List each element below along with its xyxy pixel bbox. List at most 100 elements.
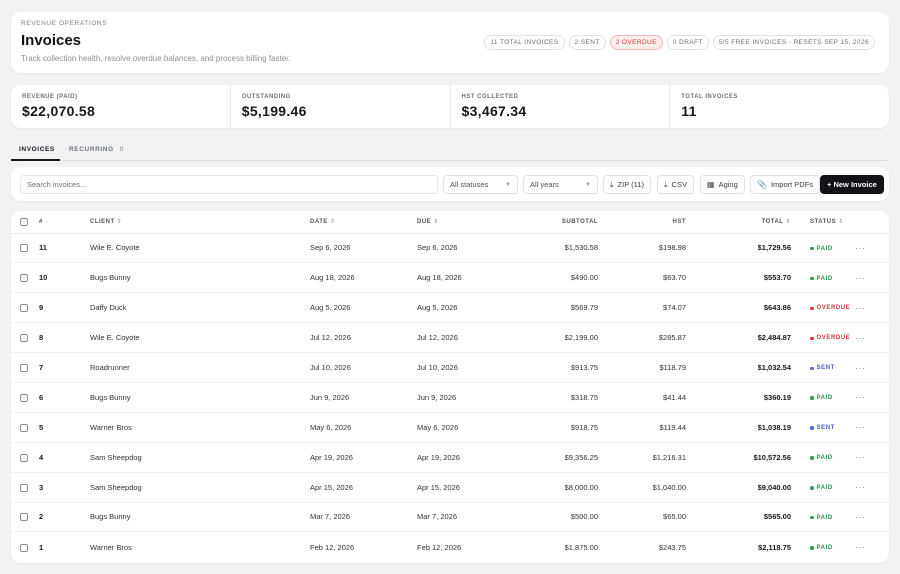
row-select-cell [11,442,39,473]
client-name: Bugs Bunny [90,382,310,413]
actions-cell: ··· [855,442,889,473]
more-options-icon[interactable]: ··· [855,332,866,343]
due-date: Aug 5, 2026 [417,292,517,324]
search-input[interactable] [27,180,431,189]
status-cell: PAID [791,472,855,503]
table-row[interactable]: 5 Warner Bros May 6, 2026 May 6, 2026 $918.7… [11,412,889,443]
actions-cell: ··· [855,382,889,413]
tab-invoices[interactable]: INVOICES [19,146,55,153]
table-row[interactable]: 3 Sam Sheepdog Apr 15, 2026 Apr 15, 2026 $8,… [11,472,889,503]
active-tab-indicator [11,159,60,161]
row-checkbox[interactable] [20,393,28,402]
sort-icon: ⇕ [838,219,844,226]
invoice-number: 11 [39,233,90,264]
more-options-icon[interactable]: ··· [855,302,866,313]
row-select-cell [11,412,39,443]
import-pdfs-button[interactable]: 📎 Import PDFs [750,175,821,194]
invoice-date: Aug 18, 2026 [310,262,417,294]
actions-cell: ··· [855,532,889,562]
more-options-icon[interactable]: ··· [855,482,866,493]
total-invoices-badge: 11 TOTAL INVOICES [484,35,565,50]
sent-badge: 2 SENT [568,35,606,50]
more-options-icon[interactable]: ··· [855,392,866,403]
row-checkbox[interactable] [20,244,28,253]
status-cell: PAID [791,262,855,294]
column-header-date[interactable]: DATE ⇕ [310,211,417,234]
row-checkbox[interactable] [20,483,28,492]
total-amount: $9,040.00 [686,472,791,503]
stat-value: 11 [681,103,697,119]
due-date: Aug 18, 2026 [417,262,517,294]
due-date: Jul 10, 2026 [417,352,517,383]
client-name: Bugs Bunny [90,262,310,294]
row-checkbox[interactable] [20,423,28,432]
more-options-icon[interactable]: ··· [855,422,866,433]
status-dot-icon [810,366,814,370]
row-select-cell [11,382,39,413]
import-label: Import PDFs [770,180,814,189]
column-header-status[interactable]: STATUS ⇕ [791,211,855,234]
row-select-cell [11,352,39,383]
row-checkbox[interactable] [20,453,28,462]
status-dot-icon [810,276,814,281]
invoice-number: 3 [39,472,90,503]
zip-download-button[interactable]: ⤓ ZIP (11) [603,175,651,194]
invoices-table: # ↓ CLIENT ⇕ DATE ⇕ DUE ⇕ SUBTOTAL HST TOTAL… [11,211,889,562]
row-select-cell [11,322,39,354]
row-checkbox[interactable] [20,274,28,283]
more-options-icon[interactable]: ··· [855,242,866,253]
invoice-date: Jun 9, 2026 [310,382,417,413]
table-row[interactable]: 4 Sam Sheepdog Apr 19, 2026 Apr 19, 2026 $9,… [11,442,889,473]
subtotal-amount: $913.75 [517,352,598,383]
column-header-client[interactable]: CLIENT ⇕ [90,211,310,234]
new-invoice-button[interactable]: + New Invoice [820,175,884,194]
select-all-checkbox[interactable] [20,217,28,226]
invoice-date: Feb 12, 2026 [310,542,355,552]
actions-cell: ··· [855,352,889,383]
table-row[interactable]: 11 Wile E. Coyote Sep 6, 2026 Sep 6, 2026 $1… [11,233,889,264]
tab-recurring[interactable]: RECURRING 0 [69,146,124,153]
year-filter-select[interactable]: All years ▼ [523,175,598,194]
table-row[interactable]: 1 Warner Bros Feb 12, 2026 Feb 12, 2026 $1,8… [11,532,889,562]
csv-export-button[interactable]: ⤓ CSV [657,175,694,194]
client-name: Daffy Duck [90,292,310,324]
column-header-total[interactable]: TOTAL ⇕ [686,211,791,234]
more-options-icon[interactable]: ··· [855,542,866,553]
more-options-icon[interactable]: ··· [855,362,866,373]
page-header: REVENUE OPERATIONS Invoices Track collec… [11,12,889,73]
subtotal-amount: $1,875.00 [564,542,598,552]
stat-value: $5,199.46 [241,103,307,119]
row-checkbox[interactable] [20,304,28,313]
table-row[interactable]: 7 Roadrunner Jul 10, 2026 Jul 10, 2026 $913.… [11,352,889,383]
table-row[interactable]: 8 Wile E. Coyote Jul 12, 2026 Jul 12, 2026 $… [11,322,889,354]
sort-icon: ⇕ [785,219,791,226]
table-row[interactable]: 9 Daffy Duck Aug 5, 2026 Aug 5, 2026 $569.79… [11,292,889,324]
status-filter-value: All statuses [450,180,489,189]
row-checkbox[interactable] [20,513,28,522]
table-row[interactable]: 10 Bugs Bunny Aug 18, 2026 Aug 18, 2026 $490… [11,262,889,294]
row-select-cell [11,292,39,324]
more-options-icon[interactable]: ··· [855,452,866,463]
status-cell: OVERDUE [791,292,855,324]
more-options-icon[interactable]: ··· [855,272,866,283]
client-name: Roadrunner [90,352,310,383]
total-amount: $2,118.75 [758,542,791,552]
row-checkbox[interactable] [20,364,28,373]
actions-cell: ··· [855,502,889,533]
table-row[interactable]: 6 Bugs Bunny Jun 9, 2026 Jun 9, 2026 $318.75… [11,382,889,413]
row-checkbox[interactable] [20,334,28,343]
page-title: Invoices [21,32,82,49]
status-label: PAID [816,484,833,491]
row-select-cell [11,262,39,294]
status-label: OVERDUE [816,335,851,342]
actions-cell: ··· [855,262,889,294]
column-header-due[interactable]: DUE ⇕ [417,211,517,234]
year-filter-value: All years [530,180,559,189]
row-checkbox[interactable] [20,543,28,552]
table-row[interactable]: 2 Bugs Bunny Mar 7, 2026 Mar 7, 2026 $500.00… [11,502,889,533]
more-options-icon[interactable]: ··· [855,511,866,522]
status-cell: PAID [791,442,855,473]
aging-report-button[interactable]: ▦ Aging [700,175,745,194]
column-header-number[interactable]: # ↓ [39,211,90,234]
status-filter-select[interactable]: All statuses ▼ [443,175,518,194]
